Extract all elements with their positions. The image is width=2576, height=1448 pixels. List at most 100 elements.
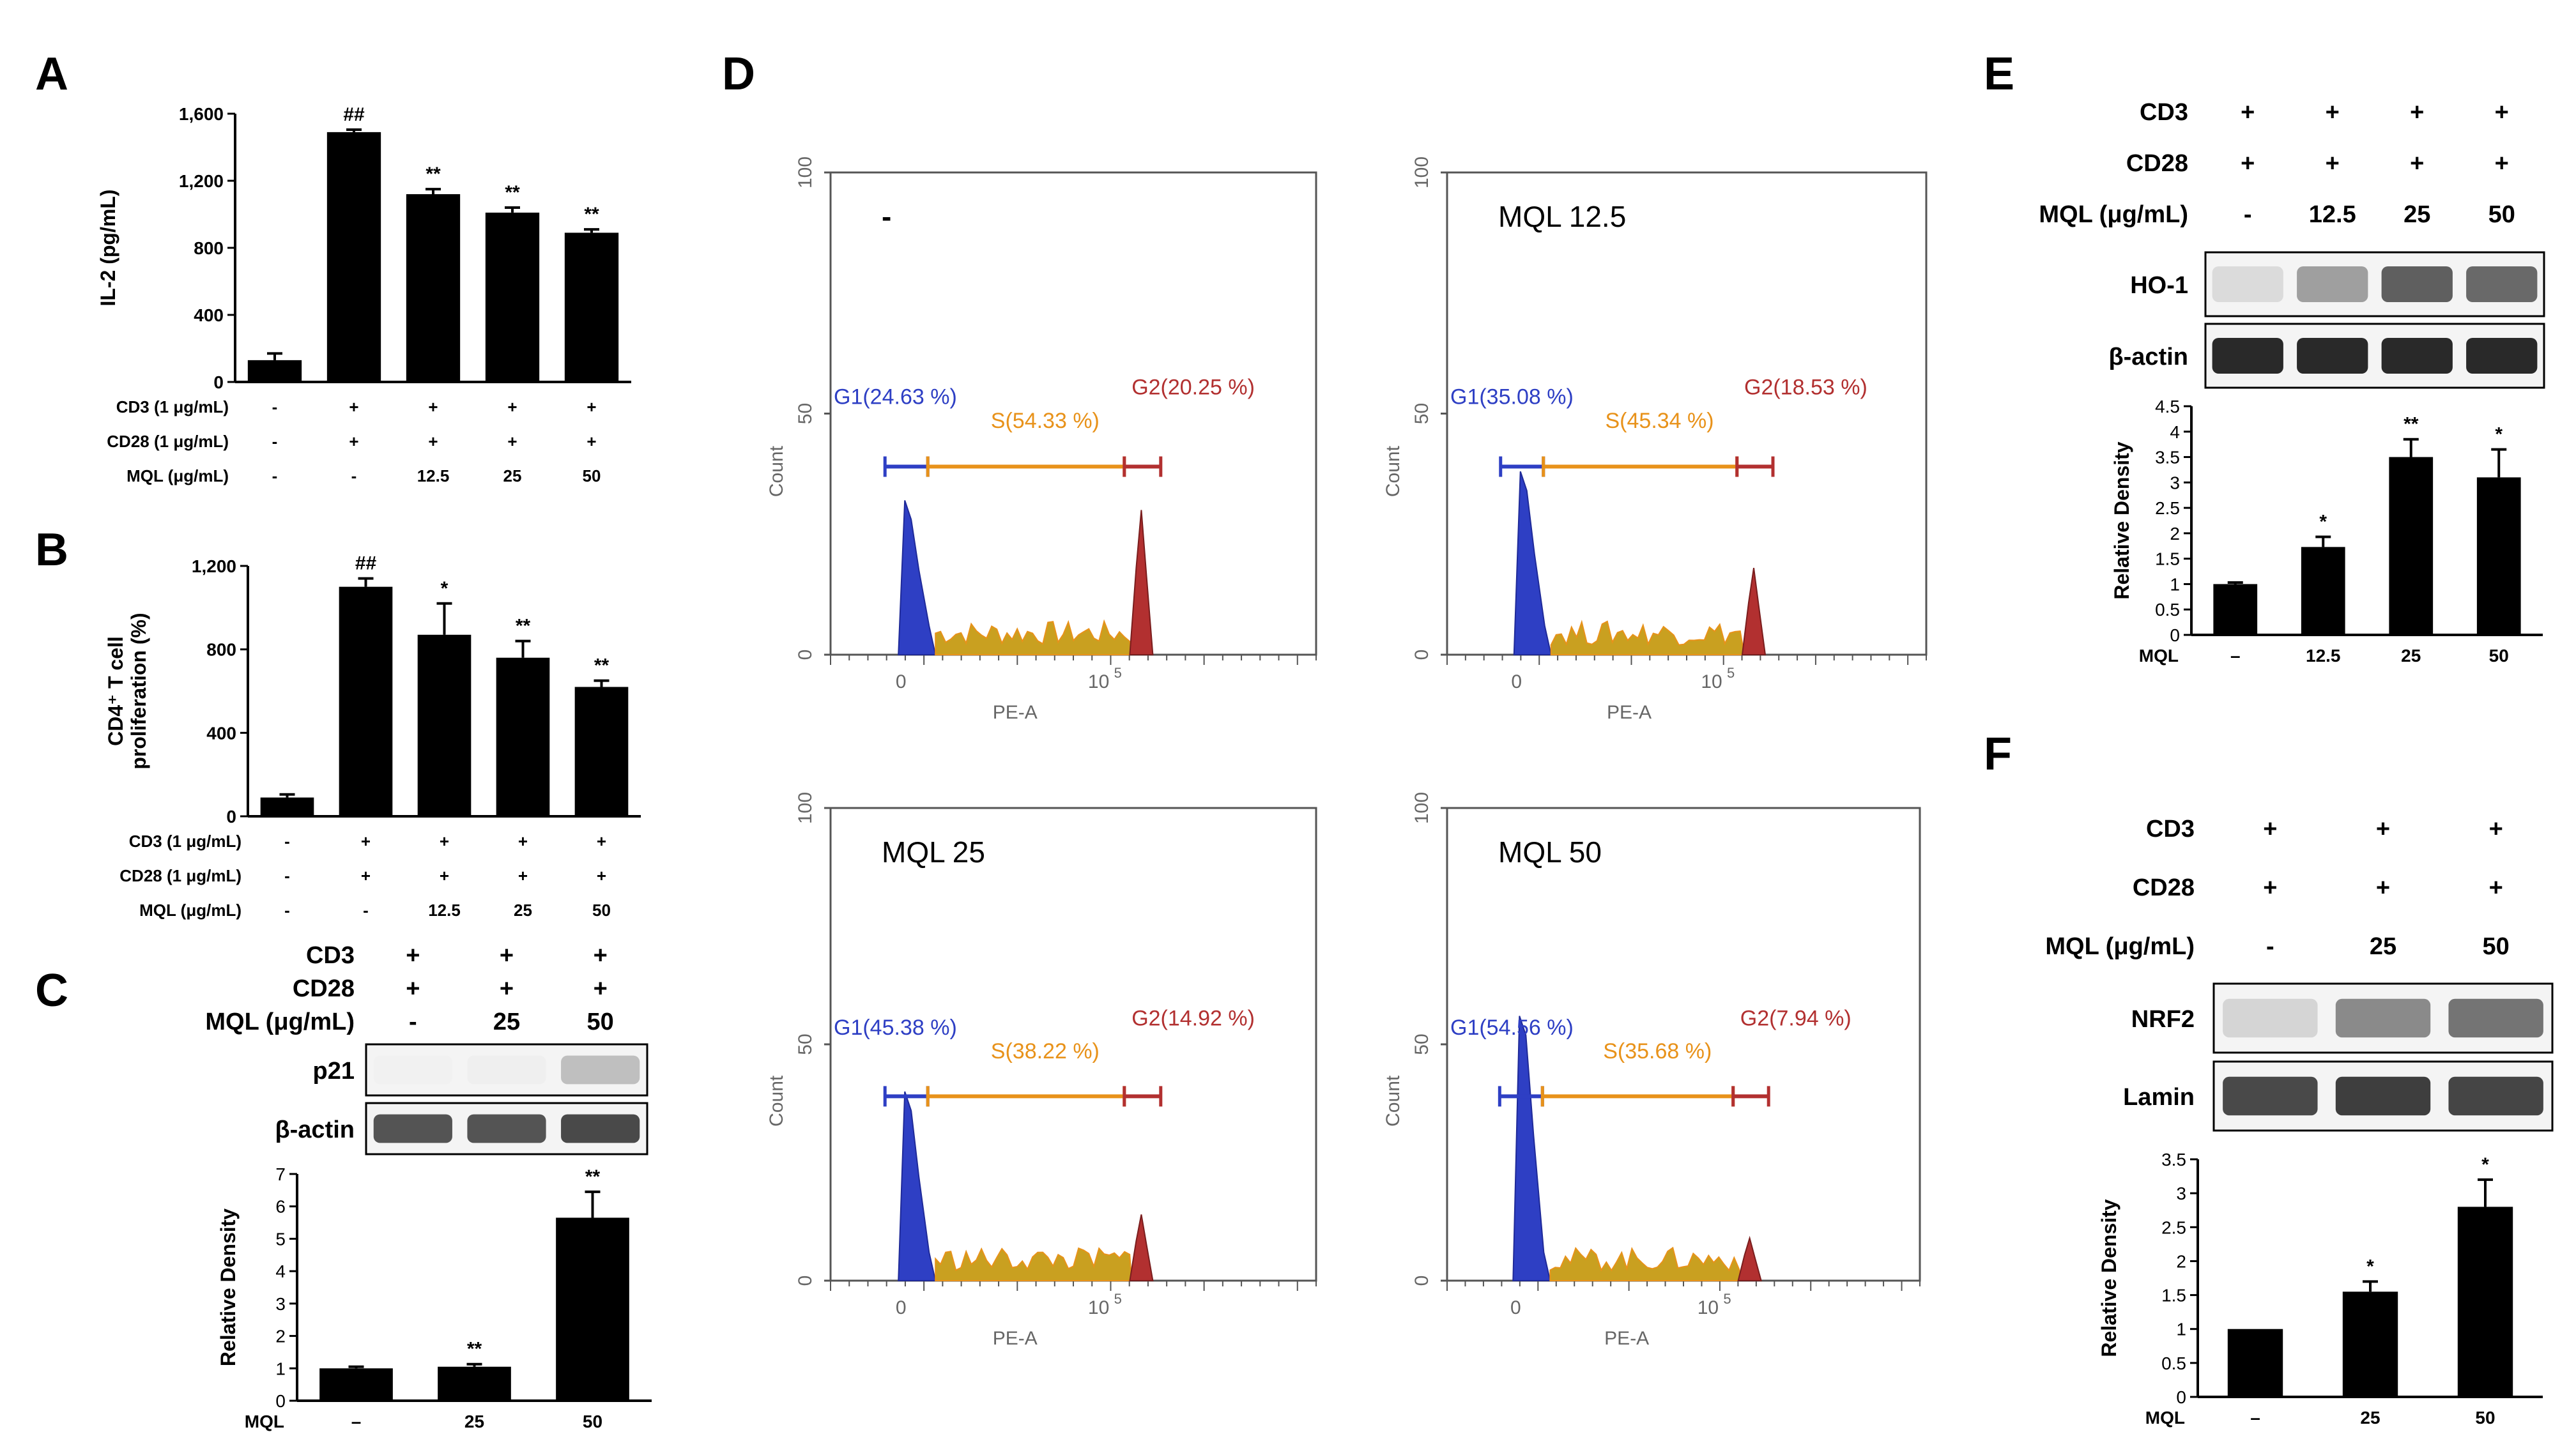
y-tick-label: 0	[1411, 1276, 1432, 1286]
y-tick-label: 100	[795, 792, 816, 824]
condition-value: -	[272, 432, 278, 451]
condition-value: -	[363, 901, 369, 920]
y-axis-label-line1: CD4⁺ T cell	[104, 636, 127, 746]
y-axis-label: Relative Density	[217, 1208, 240, 1366]
blot-band-label: Lamin	[2123, 1084, 2195, 1111]
panel-label-e: E	[1984, 49, 2014, 100]
blot-condition-value: +	[2410, 150, 2424, 177]
s-gate-label: S(35.68 %)	[1603, 1039, 1712, 1063]
histogram-title: MQL 50	[1498, 835, 1602, 869]
chart-b: 0 400 800 1,200 CD4⁺ T cell proliferation (%)…	[104, 553, 641, 920]
blot-condition-label: CD28	[2133, 874, 2195, 901]
condition-value: +	[361, 866, 371, 885]
x-axis-label: MQL	[2139, 646, 2179, 666]
bar	[2476, 477, 2521, 635]
cell-cycle-histogram-4: 0 50 100 Count 0 10 5 PE-A MQL 50 G1(54.56 %) S(35…	[1383, 792, 1921, 1349]
significance-mark: *	[2319, 511, 2327, 532]
g2-peak	[1129, 1214, 1154, 1281]
y-tick-label: 0	[213, 372, 224, 392]
significance-mark: **	[505, 182, 520, 203]
blot-band	[2212, 338, 2283, 374]
blot-band-label: β-actin	[275, 1116, 355, 1143]
g1-peak	[1512, 1016, 1551, 1281]
condition-value: +	[586, 432, 596, 451]
blot-condition-value: +	[2263, 874, 2277, 901]
blot-band	[2212, 266, 2283, 302]
bar	[2342, 1292, 2398, 1397]
y-tick-label: 1	[275, 1359, 286, 1378]
y-tick-label: 100	[795, 156, 816, 188]
blot-band	[2381, 266, 2453, 302]
y-tick-label: 4.5	[2155, 397, 2180, 416]
y-axis-label: Count	[766, 445, 787, 497]
condition-value: 12.5	[428, 901, 461, 920]
condition-value: +	[361, 832, 371, 851]
blot-condition-value: 12.5	[2309, 201, 2356, 228]
condition-label: CD3 (1 μg/mL)	[129, 832, 241, 851]
condition-value: 50	[583, 466, 601, 485]
cell-cycle-histogram-2: 0 50 100 Count 0 10 5 PE-A MQL 12.5 G1(35.08 %) S(…	[1383, 156, 1928, 723]
blot-band	[373, 1055, 452, 1085]
x-tick-label: 25	[2360, 1408, 2380, 1428]
y-tick-label: 50	[1411, 403, 1432, 424]
blot-condition-value: +	[2495, 150, 2509, 177]
condition-value: -	[351, 466, 357, 485]
condition-value: +	[597, 832, 606, 851]
bar	[556, 1217, 629, 1401]
blot-band	[2448, 1076, 2543, 1116]
bar	[247, 360, 302, 382]
x-tick-label-base: 10	[1088, 671, 1109, 692]
s-phase-distribution	[1549, 1246, 1741, 1281]
blot-band	[2335, 1076, 2431, 1116]
g2-peak	[1737, 1235, 1762, 1281]
blot-band-label: HO-1	[2130, 272, 2188, 299]
y-tick-label: 0	[795, 1276, 816, 1286]
g2-gate-label: G2(20.25 %)	[1131, 375, 1255, 399]
y-tick-label: 0	[1411, 650, 1432, 660]
blot-condition-value: +	[594, 975, 608, 1002]
y-tick-label: 50	[795, 403, 816, 424]
blot-condition-value: 50	[2488, 201, 2515, 228]
chart-a: 0 400 800 1,200 1,600 IL-2 (pg/mL) ## ** ** ** CD3…	[96, 104, 631, 485]
western-blot-f: CD3 + + + CD28 + + + MQL (μg/mL) - 25 50 NRF2 Lamin	[2045, 816, 2554, 1132]
blot-condition-value: +	[2495, 99, 2509, 126]
condition-value: 25	[514, 901, 532, 920]
blot-band	[2297, 266, 2368, 302]
y-tick-label: 50	[1411, 1033, 1432, 1055]
condition-value: +	[440, 832, 449, 851]
x-tick-label: 12.5	[2306, 646, 2341, 666]
condition-label: CD28 (1 μg/mL)	[107, 432, 229, 451]
y-tick-label: 2	[2176, 1251, 2186, 1271]
blot-condition-value: +	[500, 975, 514, 1002]
g1-gate-label: G1(24.63 %)	[834, 385, 957, 409]
x-axis-label: MQL	[245, 1412, 284, 1431]
bar	[2227, 1329, 2283, 1397]
y-tick-label: 0	[795, 650, 816, 660]
condition-value: +	[428, 432, 438, 451]
x-tick-label: 50	[2489, 646, 2509, 666]
blot-band	[2381, 338, 2453, 374]
s-gate-label: S(54.33 %)	[991, 409, 1100, 433]
g2-gate-label: G2(14.92 %)	[1131, 1006, 1255, 1030]
x-tick-label-zero: 0	[1510, 1297, 1521, 1318]
g2-peak	[1129, 510, 1154, 655]
g1-gate-label: G1(45.38 %)	[834, 1016, 957, 1040]
condition-label: CD3 (1 μg/mL)	[116, 397, 229, 416]
x-tick-label: 50	[2475, 1408, 2495, 1428]
x-axis-label: PE-A	[993, 1328, 1038, 1349]
blot-band-label: β-actin	[2108, 344, 2188, 370]
condition-value: -	[284, 866, 290, 885]
panel-label-d: D	[722, 49, 755, 100]
x-tick-label-exponent: 5	[1727, 665, 1735, 681]
blot-band	[2223, 998, 2318, 1038]
blot-condition-value: 25	[493, 1009, 520, 1035]
bar	[574, 687, 629, 816]
significance-mark: **	[594, 655, 610, 676]
y-tick-label: 4	[2170, 422, 2180, 442]
blot-band	[2223, 1076, 2318, 1116]
y-tick-label: 1,200	[192, 556, 236, 576]
significance-mark: **	[584, 204, 599, 225]
bar	[406, 194, 461, 382]
condition-value: -	[284, 832, 290, 851]
bar	[260, 797, 314, 816]
